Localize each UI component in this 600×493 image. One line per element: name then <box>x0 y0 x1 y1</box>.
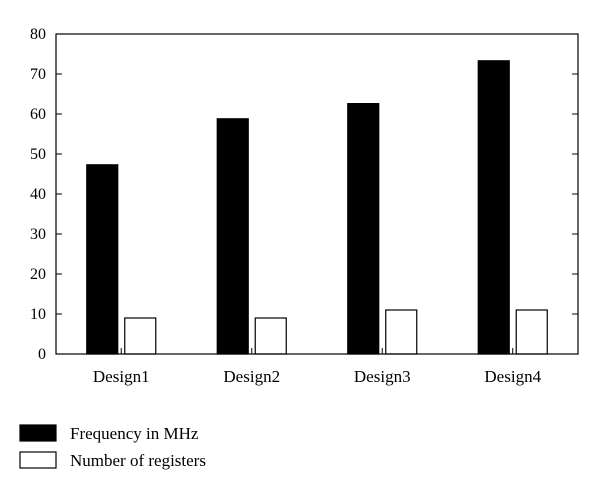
bar-frequency-design2 <box>216 118 249 355</box>
y-tick-label: 70 <box>30 66 46 83</box>
y-axis: 0 10 20 30 40 50 60 70 80 <box>30 26 578 363</box>
bar-registers-design4 <box>515 309 548 355</box>
y-tick-label: 80 <box>30 26 46 43</box>
x-category-label: Design3 <box>354 367 411 386</box>
bar-registers-design3 <box>385 309 418 355</box>
y-tick-label: 0 <box>38 346 46 363</box>
y-tick-label: 40 <box>30 186 46 203</box>
y-tick-label: 60 <box>30 106 46 123</box>
legend: Frequency in MHz Number of registers <box>19 424 206 470</box>
y-tick-label: 30 <box>30 226 46 243</box>
legend-label-frequency: Frequency in MHz <box>70 424 199 443</box>
y-tick-label: 20 <box>30 266 46 283</box>
bar-frequency-design3 <box>347 102 380 355</box>
legend-swatch-registers <box>19 451 57 469</box>
x-category-label: Design2 <box>223 367 280 386</box>
bar-frequency-design4 <box>477 60 510 355</box>
bar-registers-design1 <box>124 317 157 355</box>
bars-layer <box>86 60 548 355</box>
legend-swatch-frequency <box>19 424 57 442</box>
legend-label-registers: Number of registers <box>70 451 206 470</box>
bar-frequency-design1 <box>86 164 119 355</box>
y-tick-label: 10 <box>30 306 46 323</box>
x-category-label: Design4 <box>484 367 541 386</box>
x-axis: Design1 Design2 Design3 Design4 <box>93 348 542 386</box>
y-tick-label: 50 <box>30 146 46 163</box>
bar-registers-design2 <box>254 317 287 355</box>
x-category-label: Design1 <box>93 367 150 386</box>
